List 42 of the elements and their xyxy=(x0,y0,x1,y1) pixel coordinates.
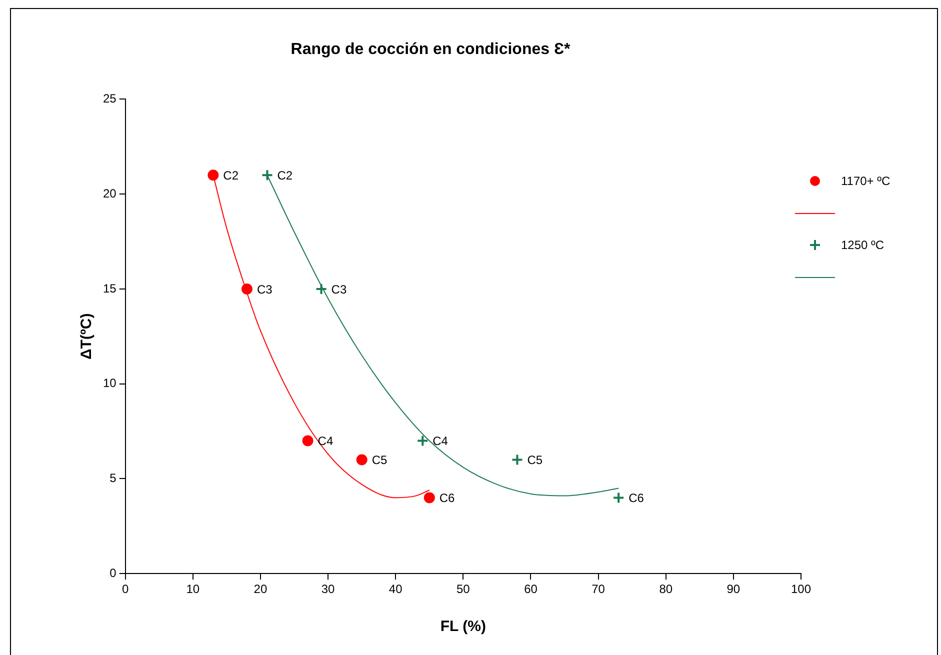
point xyxy=(302,435,314,446)
y-axis-title: ΔT(ºC) xyxy=(78,313,96,360)
point xyxy=(315,282,328,295)
annotation: C4 xyxy=(318,434,334,448)
annotation: C3 xyxy=(256,282,273,296)
annotation: C6 xyxy=(628,491,644,506)
point xyxy=(612,492,625,504)
x-axis-title: FL (%) xyxy=(440,618,486,636)
annotation: C3 xyxy=(331,282,347,296)
x-tick-label: 40 xyxy=(388,582,403,596)
annotation: C5 xyxy=(372,453,388,468)
point xyxy=(356,454,368,466)
x-tick-label: 50 xyxy=(456,582,470,596)
y-tick-label: 0 xyxy=(110,566,117,580)
annotation: C5 xyxy=(527,453,543,468)
legend-label: 1170+ ºC xyxy=(841,174,890,188)
y-tick-label: 15 xyxy=(102,281,117,296)
annotation: C6 xyxy=(439,491,456,506)
x-tick-label: 30 xyxy=(321,582,336,596)
annotation: C4 xyxy=(432,434,448,448)
point xyxy=(241,283,252,294)
x-tick-label: 60 xyxy=(524,582,538,596)
x-tick-label: 80 xyxy=(659,582,673,596)
legend-label: 1250 ºC xyxy=(841,238,884,252)
y-tick-label: 20 xyxy=(102,186,117,200)
x-tick-label: 100 xyxy=(790,582,812,596)
y-tick-label: 5 xyxy=(110,471,117,486)
y-tick-label: 10 xyxy=(102,376,117,390)
point xyxy=(208,170,219,181)
x-tick-label: 70 xyxy=(592,582,606,596)
x-tick-label: 10 xyxy=(186,582,200,596)
point xyxy=(261,169,274,182)
chart-title: Rango de cocción en condiciones Ɛ* xyxy=(290,41,571,58)
point xyxy=(424,492,435,504)
x-tick-label: 20 xyxy=(254,582,268,596)
y-tick-label: 25 xyxy=(102,92,117,106)
x-tick-label: 90 xyxy=(726,582,740,596)
annotation: C2 xyxy=(277,168,293,182)
point xyxy=(416,434,429,447)
point xyxy=(511,454,524,466)
x-tick-label: 0 xyxy=(122,582,130,596)
annotation: C2 xyxy=(223,168,239,182)
